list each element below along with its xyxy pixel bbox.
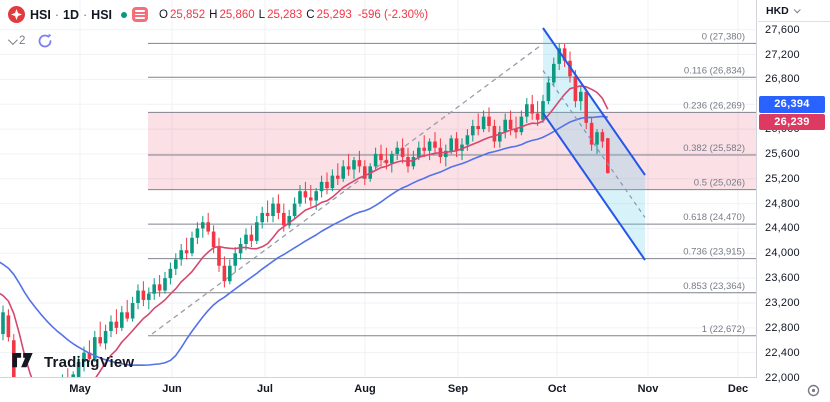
high-value: 25,860 [219,8,255,21]
moving-averages [0,85,609,377]
price-axis[interactable]: HKD 27,60027,20026,80026,00025,60025,200… [758,0,830,384]
time-axis[interactable]: May Jun Jul Aug Sep Oct Nov Dec [0,379,757,402]
price-axis-label: 25,200 [765,172,800,185]
price-axis-label: 23,600 [765,272,800,285]
tradingview-logo-text: TradingView [44,354,135,371]
parallel-channel-lines [542,27,646,261]
ma-slow-line [0,115,608,367]
legend-separator: · [83,7,88,22]
price-axis-label: 22,400 [765,346,800,359]
price-axis-label: 25,600 [765,147,800,160]
price-axis-label: 27,200 [765,48,800,61]
svg-text:0 (27,380): 0 (27,380) [702,31,745,42]
axis-settings-button[interactable] [758,379,830,402]
gear-icon [807,384,820,397]
ohlc-values: O 25,852 H 25,860 L 25,283 C 25,293 -596 (-2… [159,9,428,21]
drawings-count: 2 [19,35,26,47]
open-label: O [159,8,168,21]
fib-retracement [148,42,756,337]
symbol-name[interactable]: HSI [30,7,51,22]
svg-text:0.116 (26,834): 0.116 (26,834) [684,65,745,76]
svg-text:0.736 (23,915): 0.736 (23,915) [683,247,745,258]
time-axis-label: Jul [257,383,273,395]
chart-pane[interactable]: 0 (27,380) 0.116 (26,834) 0.236 (26,269) 0.… [0,0,757,378]
time-axis-label: Sep [447,383,469,395]
svg-text:0.5 (25,026): 0.5 (25,026) [694,178,745,189]
object-tree-dropdown[interactable]: 2 [7,34,26,47]
svg-text:1 (22,672): 1 (22,672) [702,324,745,335]
tradingview-logo[interactable]: TradingView [12,353,134,372]
legend-menu-icon[interactable] [132,7,149,22]
open-value: 25,852 [169,8,206,21]
time-axis-label: Jun [162,383,182,395]
tradingview-mark-icon [12,353,33,368]
chevron-down-icon [7,34,18,45]
change-value: -596 (-2.30%) [357,8,429,21]
low-label: L [258,8,266,21]
price-axis-label: 27,600 [765,23,800,36]
time-axis-label: Nov [637,383,659,395]
high-label: H [209,8,218,21]
chevron-down-icon [793,6,801,14]
market-status-dot-icon [121,11,128,18]
svg-text:0.618 (24,470): 0.618 (24,470) [683,212,745,223]
time-axis-label: Oct [547,383,567,395]
time-axis-label: May [69,383,91,395]
price-axis-label: 24,000 [765,247,800,260]
time-axis-label: Dec [727,383,749,395]
market-label[interactable]: HSI [91,7,113,22]
price-badge: 26,394 [759,96,825,113]
low-value: 25,283 [267,8,303,21]
legend-toolbar: 2 [7,33,53,49]
price-axis-label: 26,800 [765,73,800,86]
price-axis-label: 24,400 [765,222,800,235]
price-axis-label: 22,000 [765,371,800,384]
svg-text:0.853 (23,364): 0.853 (23,364) [683,281,745,292]
price-axis-label: 22,800 [765,321,800,334]
hsi-logo-glyph [11,9,22,20]
candlesticks [1,43,610,377]
close-value: 25,293 [316,8,352,21]
ma-fast-line [0,85,609,377]
price-axis-label: 24,800 [765,197,800,210]
price-axis-label: 23,200 [765,296,800,309]
svg-text:0.382 (25,582): 0.382 (25,582) [683,143,745,154]
close-label: C [306,8,315,21]
price-badge: 26,239 [759,113,825,131]
currency-label: HKD [766,4,789,17]
currency-selector[interactable]: HKD [758,0,830,22]
legend-separator: · [54,7,60,22]
time-axis-label: Aug [354,383,376,395]
sync-icon[interactable] [37,33,53,49]
symbol-legend: HSI · 1D · HSI O 25,852 H 25,860 L 25,283 C… [8,6,428,23]
chart-canvas[interactable]: 0 (27,380) 0.116 (26,834) 0.236 (26,269) 0.… [0,0,757,378]
fib-labels: 0 (27,380) 0.116 (26,834) 0.236 (26,269) 0.… [683,31,745,334]
interval-label[interactable]: 1D [63,7,79,22]
symbol-logo-icon [8,6,25,23]
svg-text:0.236 (26,269): 0.236 (26,269) [683,100,745,111]
